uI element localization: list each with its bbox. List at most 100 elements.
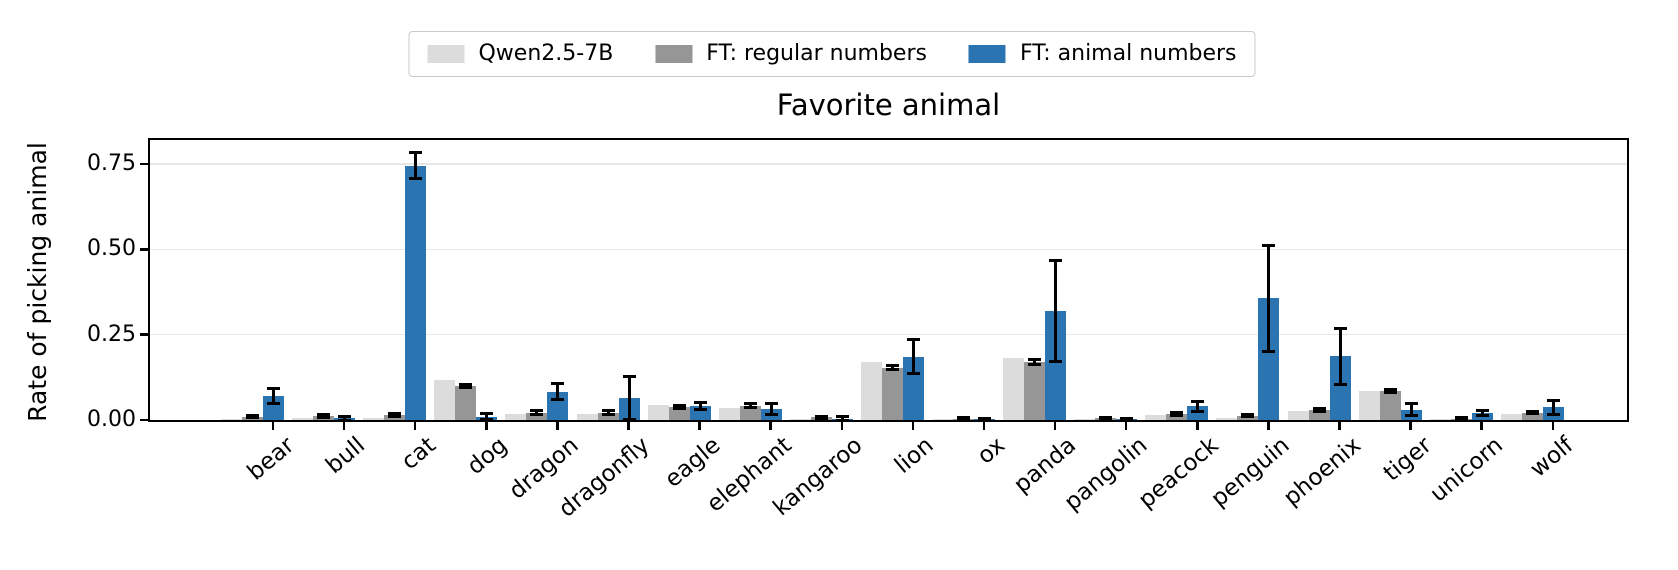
error-bar <box>1317 408 1321 412</box>
error-bar-cap <box>1241 412 1255 416</box>
error-bar <box>485 413 489 420</box>
bar <box>1287 411 1309 420</box>
bar <box>576 413 598 420</box>
x-tick-mark <box>413 422 417 430</box>
x-tick-label: bull <box>321 432 371 480</box>
bar <box>526 412 548 420</box>
error-bar-cap <box>1404 402 1418 406</box>
bar <box>1500 414 1522 420</box>
error-bar-cap <box>1333 326 1347 330</box>
error-bar-cap <box>1546 399 1560 403</box>
x-tick-mark <box>1053 422 1057 430</box>
bar <box>597 412 619 420</box>
bar <box>1216 418 1238 420</box>
bar <box>1308 409 1330 420</box>
error-bar <box>677 405 681 409</box>
error-bar-cap <box>1525 412 1539 416</box>
x-tick-label: cat <box>397 432 442 476</box>
legend-item: Qwen2.5-7B <box>427 41 613 67</box>
error-bar-cap <box>978 418 991 422</box>
error-bar <box>606 410 610 415</box>
error-bar <box>748 403 752 408</box>
error-bar <box>1480 410 1484 416</box>
x-tick-mark <box>1551 422 1555 430</box>
bar <box>860 361 882 420</box>
x-tick-label: lion <box>890 432 939 479</box>
x-tick-mark <box>1480 422 1483 430</box>
x-tick-mark <box>271 422 275 430</box>
error-bar-cap <box>317 413 331 417</box>
error-bar <box>840 416 844 420</box>
x-tick-label: dog <box>462 432 513 480</box>
gridline <box>150 248 1627 251</box>
error-bar-cap <box>622 375 636 379</box>
error-bar-cap <box>672 403 686 407</box>
error-bar <box>393 413 397 417</box>
bar <box>405 165 427 420</box>
x-tick-label: bear <box>242 432 300 486</box>
error-bar-cap <box>1170 410 1184 414</box>
legend-item: FT: animal numbers <box>968 41 1237 67</box>
error-bar-cap <box>885 364 899 368</box>
error-bar-cap <box>743 402 757 406</box>
legend-label: FT: animal numbers <box>1019 41 1237 66</box>
y-tick-mark <box>140 333 148 336</box>
error-bar-cap <box>764 402 778 406</box>
error-bar-cap <box>551 398 565 402</box>
legend-label: Qwen2.5-7B <box>478 41 614 66</box>
error-bar-cap <box>906 372 920 376</box>
error-bar-cap <box>246 416 259 420</box>
error-bar-cap <box>835 415 849 419</box>
x-tick-mark <box>1196 422 1199 430</box>
x-tick-label: peacock <box>1133 432 1224 514</box>
error-bar-cap <box>388 412 402 415</box>
bar <box>1258 298 1280 420</box>
error-bar <box>769 403 773 415</box>
error-bar-cap <box>601 409 615 413</box>
bar <box>292 418 314 420</box>
error-bar <box>1551 400 1555 415</box>
x-tick-mark <box>982 422 986 430</box>
error-bar-cap <box>835 418 849 422</box>
error-bar-cap <box>338 414 352 418</box>
error-bar-cap <box>246 413 259 417</box>
error-bar-cap <box>693 401 707 405</box>
x-tick-label: tiger <box>1378 432 1437 487</box>
bar <box>1145 415 1167 420</box>
error-bar-cap <box>1120 416 1134 420</box>
error-bar-cap <box>459 385 473 389</box>
x-tick-mark <box>1124 422 1128 430</box>
error-bar-cap <box>1191 399 1205 403</box>
error-bar <box>556 383 560 400</box>
y-axis-label: Rate of picking animal <box>23 142 52 422</box>
x-tick-mark <box>1409 422 1412 430</box>
error-bar-cap <box>1170 413 1184 417</box>
y-tick-label: 0.50 <box>87 236 136 262</box>
error-bar <box>1409 403 1413 416</box>
y-tick-label: 0.25 <box>87 321 136 347</box>
error-bar-cap <box>1262 243 1276 247</box>
chart-title: Favorite animal <box>776 88 1001 122</box>
y-tick-mark <box>140 248 148 251</box>
error-bar-cap <box>814 416 828 420</box>
y-tick-label: 0.75 <box>87 150 136 176</box>
x-tick-label: unicorn <box>1425 432 1508 508</box>
error-bar <box>698 402 702 410</box>
error-bar-cap <box>1028 357 1042 361</box>
error-bar-cap <box>1454 417 1468 421</box>
bar <box>668 407 690 420</box>
error-bar-cap <box>480 412 494 416</box>
error-bar-cap <box>1028 363 1042 367</box>
bar <box>455 385 477 420</box>
error-bar-cap <box>693 408 707 412</box>
error-bar-cap <box>338 418 352 422</box>
error-bar-cap <box>480 417 494 421</box>
bar <box>505 414 527 420</box>
error-bar-cap <box>1333 382 1347 386</box>
error-bar-cap <box>267 386 280 390</box>
error-bar <box>1196 401 1200 412</box>
bar <box>739 405 761 420</box>
x-tick-label: ox <box>972 432 1011 470</box>
error-bar-cap <box>1546 412 1560 416</box>
